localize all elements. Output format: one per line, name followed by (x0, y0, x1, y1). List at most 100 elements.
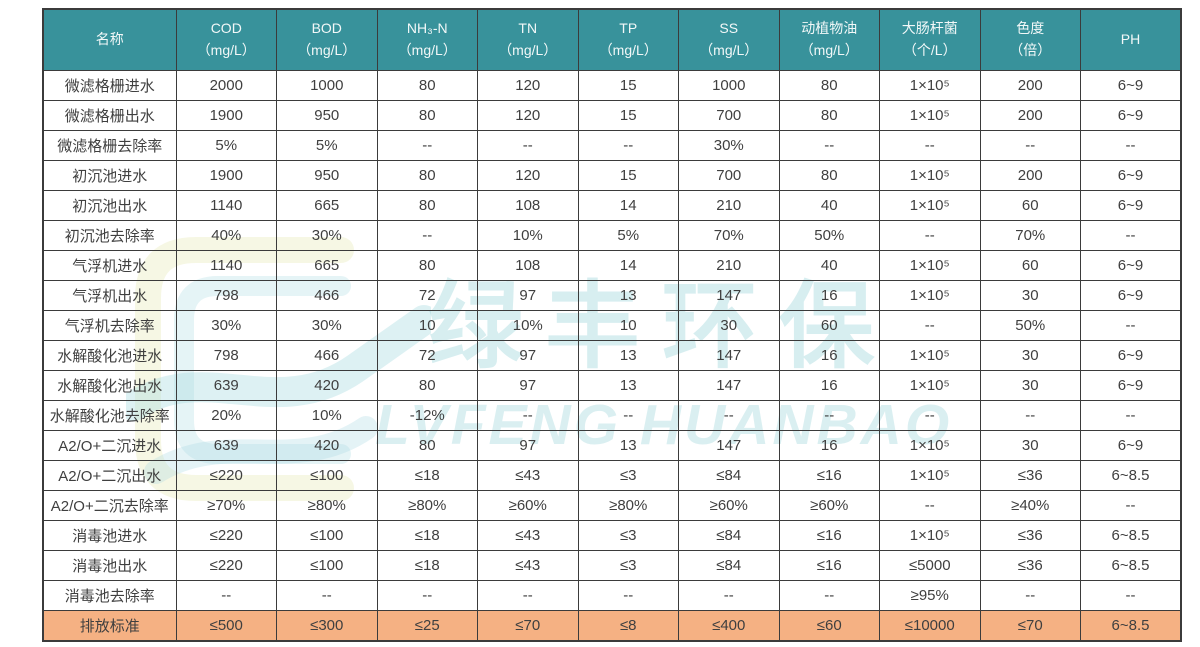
cell: ≤84 (678, 520, 780, 551)
column-header-7: 动植物油 （mg/L） (778, 8, 880, 71)
cell: -- (879, 130, 981, 161)
cell: 15 (577, 70, 679, 101)
cell: 700 (678, 160, 780, 191)
table-row-18: 排放标准 ≤500 ≤300 ≤25 ≤70 ≤8 ≤400 ≤60 ≤10000 ≤70 6~8.… (42, 610, 1182, 642)
column-header-5: TP （mg/L） (577, 8, 679, 71)
cell: ≤8 (577, 610, 679, 642)
cell: -- (477, 580, 579, 611)
cell: ≥80% (376, 490, 478, 521)
cell: 108 (477, 250, 579, 281)
row-name: 水解酸化池去除率 (42, 400, 177, 431)
column-unit: （mg/L） (196, 42, 256, 58)
cell: ≥60% (778, 490, 880, 521)
row-name: 水解酸化池进水 (42, 340, 177, 371)
column-label: TP (619, 20, 638, 37)
cell: 2000 (175, 70, 277, 101)
column-header-3: NH₃-N （mg/L） (376, 8, 478, 71)
cell: ≤400 (678, 610, 780, 642)
cell: ≤70 (477, 610, 579, 642)
row-name: 微滤格栅去除率 (42, 130, 177, 161)
cell: 120 (477, 160, 579, 191)
cell: 1×10⁵ (879, 370, 981, 401)
cell: -- (1080, 400, 1182, 431)
table-row-3: 初沉池进水 1900 950 80 120 15 700 80 1×10⁵ 200 6~9 (42, 160, 1182, 191)
row-name: 消毒池进水 (42, 520, 177, 551)
cell: 72 (376, 340, 478, 371)
cell: 80 (376, 70, 478, 101)
header-row: 名称 COD （mg/L） BOD （mg/L） NH₃-N （mg/L） TN （mg/L） T… (42, 8, 1182, 71)
table-row-16: 消毒池出水 ≤220 ≤100 ≤18 ≤43 ≤3 ≤84 ≤16 ≤5000 ≤36 6~8.5 (42, 550, 1182, 581)
cell: 950 (276, 160, 378, 191)
table-row-10: 水解酸化池出水 639 420 80 97 13 147 16 1×10⁵ 30 6~9 (42, 370, 1182, 401)
cell: ≤18 (376, 550, 478, 581)
row-name: 消毒池去除率 (42, 580, 177, 611)
cell: 1×10⁵ (879, 100, 981, 131)
cell: ≥80% (276, 490, 378, 521)
row-name: 初沉池出水 (42, 190, 177, 221)
cell: -- (577, 580, 679, 611)
cell: 6~9 (1080, 250, 1182, 281)
cell: ≤43 (477, 460, 579, 491)
cell: ≤16 (778, 550, 880, 581)
cell: ≤300 (276, 610, 378, 642)
column-label: TN (518, 20, 538, 37)
cell: 147 (678, 430, 780, 461)
table-row-5: 初沉池去除率 40% 30% -- 10% 5% 70% 50% -- 70% -- (42, 220, 1182, 251)
cell: 420 (276, 430, 378, 461)
row-name: 气浮机进水 (42, 250, 177, 281)
cell: -- (979, 400, 1081, 431)
cell: 30% (678, 130, 780, 161)
column-unit: （mg/L） (598, 42, 658, 58)
cell: 1×10⁵ (879, 190, 981, 221)
cell: 30 (979, 370, 1081, 401)
cell: 80 (376, 370, 478, 401)
cell: ≤36 (979, 520, 1081, 551)
cell: 210 (678, 190, 780, 221)
cell: -- (1080, 220, 1182, 251)
row-name: 初沉池去除率 (42, 220, 177, 251)
cell: 30 (979, 280, 1081, 311)
column-label: 色度 (1016, 20, 1045, 37)
row-name: 微滤格栅进水 (42, 70, 177, 101)
table-row-4: 初沉池出水 1140 665 80 108 14 210 40 1×10⁵ 60 6~9 (42, 190, 1182, 221)
cell: 798 (175, 340, 277, 371)
cell: 40 (778, 250, 880, 281)
cell: 6~9 (1080, 340, 1182, 371)
cell: -- (376, 130, 478, 161)
cell: -- (979, 130, 1081, 161)
cell: 10 (577, 310, 679, 341)
column-header-4: TN （mg/L） (477, 8, 579, 71)
row-name: A2/O+二沉进水 (42, 430, 177, 461)
cell: 6~9 (1080, 430, 1182, 461)
cell: -- (1080, 310, 1182, 341)
table-row-15: 消毒池进水 ≤220 ≤100 ≤18 ≤43 ≤3 ≤84 ≤16 1×10⁵ ≤36 6~8.5 (42, 520, 1182, 551)
cell: -- (276, 580, 378, 611)
cell: 50% (778, 220, 880, 251)
cell: 6~8.5 (1080, 460, 1182, 491)
cell: 80 (778, 100, 880, 131)
cell: 466 (276, 340, 378, 371)
cell: ≥40% (979, 490, 1081, 521)
column-unit: （mg/L） (799, 42, 859, 58)
cell: 6~8.5 (1080, 520, 1182, 551)
cell: 6~9 (1080, 70, 1182, 101)
cell: ≤3 (577, 550, 679, 581)
cell: 30 (979, 430, 1081, 461)
cell: 147 (678, 280, 780, 311)
cell: 1140 (175, 250, 277, 281)
column-label: BOD (311, 20, 342, 37)
cell: -- (1080, 580, 1182, 611)
cell: 13 (577, 370, 679, 401)
cell: 1×10⁵ (879, 460, 981, 491)
column-unit: （mg/L） (397, 42, 457, 58)
cell: 10% (276, 400, 378, 431)
table-row-0: 微滤格栅进水 2000 1000 80 120 15 1000 80 1×10⁵ 200 6~9 (42, 70, 1182, 101)
cell: -- (376, 580, 478, 611)
cell: 665 (276, 250, 378, 281)
cell: 14 (577, 250, 679, 281)
cell: 16 (778, 430, 880, 461)
cell: -- (778, 400, 880, 431)
row-name: 初沉池进水 (42, 160, 177, 191)
cell: 466 (276, 280, 378, 311)
